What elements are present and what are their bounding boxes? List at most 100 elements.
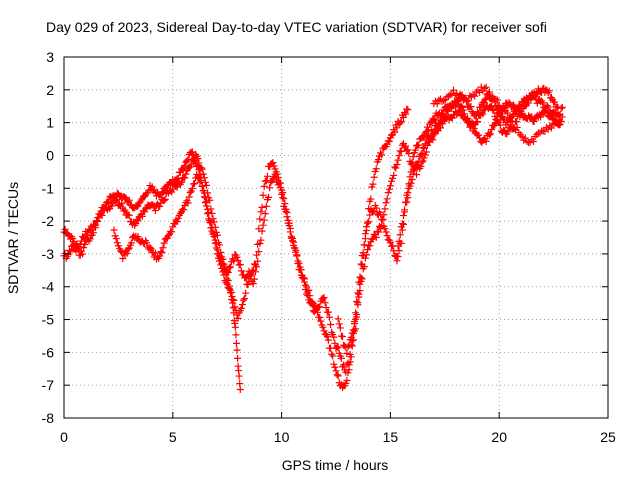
data-point-marker — [331, 363, 339, 371]
data-point-marker — [453, 89, 461, 97]
data-point-marker — [260, 216, 268, 224]
data-point-marker — [332, 367, 340, 375]
data-point-marker — [555, 111, 563, 119]
data-point-marker — [473, 108, 481, 116]
data-point-marker — [386, 182, 394, 190]
data-point-marker — [159, 188, 167, 196]
data-point-marker — [212, 239, 220, 247]
data-point-marker — [494, 103, 502, 111]
data-point-marker — [404, 106, 412, 114]
data-point-marker — [378, 151, 386, 159]
data-point-marker — [277, 184, 285, 192]
data-point-marker — [306, 292, 314, 300]
data-point-marker — [385, 185, 393, 193]
data-point-marker — [408, 158, 416, 166]
data-point-marker — [358, 275, 366, 283]
data-point-marker — [251, 268, 259, 276]
data-point-marker — [195, 166, 203, 174]
data-point-marker — [383, 232, 391, 240]
data-point-marker — [529, 138, 537, 146]
data-point-marker — [113, 196, 121, 204]
data-point-marker — [369, 180, 377, 188]
data-point-marker — [324, 308, 332, 316]
data-point-marker — [142, 205, 150, 213]
data-point-marker — [473, 118, 481, 126]
data-point-marker — [430, 115, 438, 123]
data-point-marker — [385, 137, 393, 145]
data-point-marker — [367, 195, 375, 203]
data-point-marker — [271, 170, 279, 178]
data-point-marker — [169, 185, 177, 193]
data-point-marker — [86, 235, 94, 243]
data-point-marker — [479, 110, 487, 118]
data-point-marker — [444, 107, 452, 115]
y-tick-label: -4 — [42, 279, 55, 295]
data-point-marker — [123, 249, 131, 257]
data-point-marker — [457, 102, 465, 110]
data-point-marker — [374, 156, 382, 164]
data-point-marker — [521, 134, 529, 142]
data-point-marker — [336, 324, 344, 332]
data-point-marker — [339, 333, 347, 341]
data-point-marker — [321, 299, 329, 307]
data-point-marker — [260, 182, 268, 190]
data-point-marker — [110, 226, 118, 234]
data-point-marker — [411, 146, 419, 154]
data-point-marker — [185, 193, 193, 201]
data-point-marker — [121, 206, 129, 214]
data-point-marker — [213, 231, 221, 239]
data-point-marker — [327, 321, 335, 329]
data-point-marker — [65, 246, 73, 254]
data-point-marker — [316, 313, 324, 321]
data-point-marker — [333, 371, 341, 379]
data-point-marker — [352, 315, 360, 323]
data-point-marker — [343, 377, 351, 385]
data-point-marker — [231, 303, 239, 311]
data-point-marker — [259, 191, 267, 199]
data-point-marker — [350, 320, 358, 328]
data-point-marker — [476, 88, 484, 96]
data-point-marker — [174, 214, 182, 222]
data-point-marker — [392, 164, 400, 172]
data-point-marker — [302, 281, 310, 289]
data-point-marker — [143, 239, 151, 247]
data-point-marker — [258, 203, 266, 211]
data-point-marker — [403, 198, 411, 206]
data-point-marker — [347, 334, 355, 342]
data-point-marker — [319, 295, 327, 303]
plot-frame — [63, 56, 609, 419]
data-point-marker — [441, 114, 449, 122]
data-point-marker — [410, 166, 418, 174]
data-point-marker — [409, 153, 417, 161]
data-point-marker — [198, 165, 206, 173]
data-point-marker — [460, 110, 468, 118]
data-point-marker — [253, 263, 261, 271]
y-tick-label: -6 — [42, 344, 55, 360]
data-point-marker — [517, 103, 525, 111]
data-point-marker — [198, 182, 206, 190]
data-point-marker — [300, 275, 308, 283]
data-point-marker — [265, 193, 273, 201]
data-point-marker — [503, 109, 511, 117]
data-point-marker — [231, 323, 239, 331]
data-point-marker — [286, 228, 294, 236]
data-point-marker — [256, 215, 264, 223]
data-point-marker — [206, 218, 214, 226]
data-point-marker — [232, 339, 240, 347]
y-tick-label: 1 — [46, 115, 54, 131]
data-point-marker — [224, 284, 232, 292]
data-point-marker — [292, 246, 300, 254]
data-point-marker — [230, 296, 238, 304]
data-point-marker — [556, 110, 564, 118]
data-point-marker — [112, 235, 120, 243]
data-point-marker — [259, 221, 267, 229]
data-point-marker — [74, 246, 82, 254]
data-point-marker — [390, 171, 398, 179]
data-point-marker — [394, 242, 402, 250]
data-point-marker — [69, 235, 77, 243]
data-point-marker — [539, 85, 547, 93]
data-point-marker — [422, 148, 430, 156]
data-point-marker — [191, 180, 199, 188]
data-point-marker — [297, 266, 305, 274]
